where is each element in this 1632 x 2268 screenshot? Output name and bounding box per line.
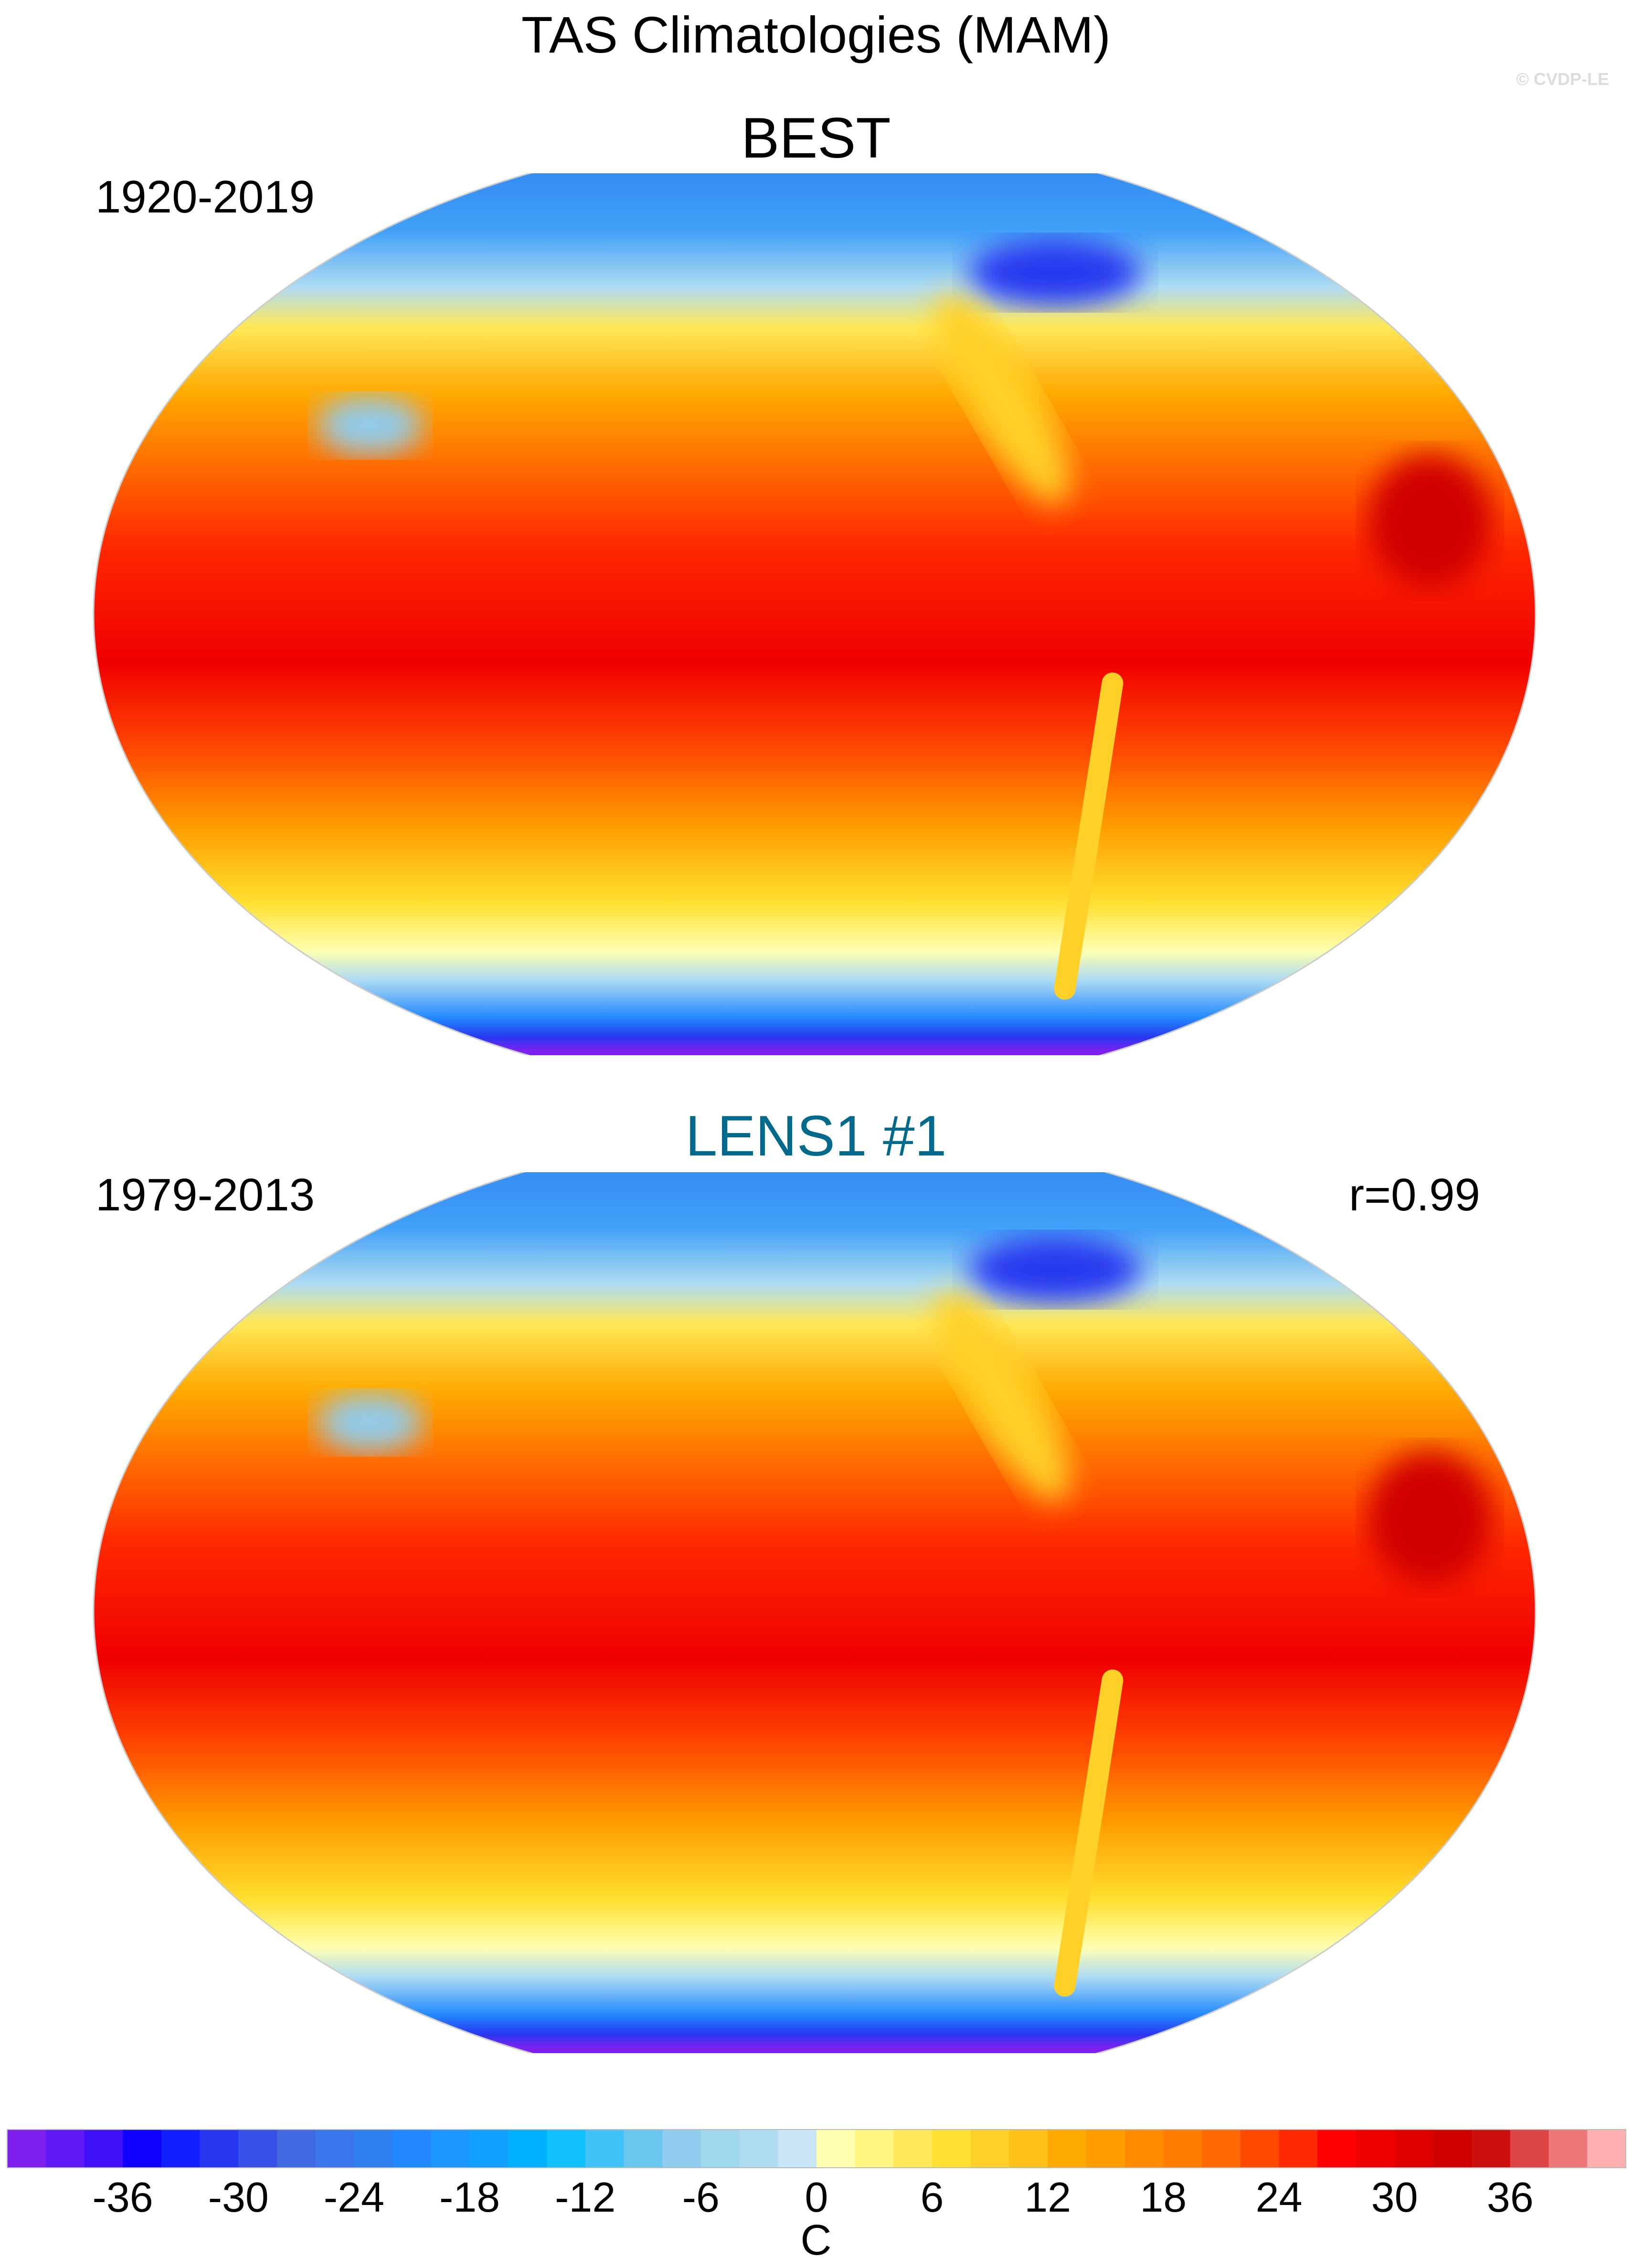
colorbar-box xyxy=(1009,2130,1048,2168)
colorbar-box xyxy=(1317,2130,1356,2168)
colorbar-box xyxy=(932,2130,971,2168)
rockies-cool-region xyxy=(936,294,1069,504)
colorbar-box xyxy=(1202,2130,1241,2168)
colorbar-box xyxy=(1279,2130,1318,2168)
colorbar-tick-label: 24 xyxy=(1256,2173,1303,2221)
colorbar-box xyxy=(1163,2130,1202,2168)
colorbar-box xyxy=(392,2130,432,2168)
panel-correlation: r=0.99 xyxy=(1349,1169,1480,1220)
colorbar-box xyxy=(1394,2130,1433,2168)
colorbar-box xyxy=(816,2130,856,2168)
colorbar-tick-label: 36 xyxy=(1487,2173,1534,2221)
colorbar-box xyxy=(161,2130,201,2168)
colorbar-tick-label: -18 xyxy=(439,2173,500,2221)
colorbar-box xyxy=(469,2130,509,2168)
colorbar-box xyxy=(547,2130,586,2168)
map-outline xyxy=(93,173,1537,1055)
colorbar-frame xyxy=(7,2129,1626,2168)
colorbar-tick-label: -12 xyxy=(555,2173,615,2221)
colorbar-box xyxy=(739,2130,778,2168)
colorbar-box xyxy=(45,2130,85,2168)
colorbar-box xyxy=(84,2130,123,2168)
tibet-cold-region xyxy=(318,397,423,454)
panel-period: 1920-2019 xyxy=(95,171,315,223)
andes-cool-stripe xyxy=(1054,1669,1123,1997)
colorbar-box xyxy=(1433,2130,1472,2168)
colorbar-box xyxy=(585,2130,624,2168)
colorbar-box xyxy=(970,2130,1010,2168)
greenland-cold-region xyxy=(969,239,1141,306)
colorbar-box xyxy=(315,2130,354,2168)
colorbar-box xyxy=(7,2130,46,2168)
colorbar-tick-label: -36 xyxy=(93,2173,153,2221)
colorbar-box xyxy=(1048,2130,1087,2168)
colorbar-box xyxy=(1124,2130,1164,2168)
map-panel-lens1: LENS1 #1 1979-2013 r=0.99 xyxy=(93,1104,1537,2053)
colorbar-tick-label: 30 xyxy=(1371,2173,1418,2221)
map-outline xyxy=(93,1172,1537,2053)
colorbar-tick-label: 18 xyxy=(1140,2173,1187,2221)
panel-title: LENS1 #1 xyxy=(685,1104,946,1168)
colorbar-box xyxy=(1356,2130,1395,2168)
panel-title: BEST xyxy=(741,106,890,170)
colorbar-box xyxy=(1086,2130,1125,2168)
colorbar-box xyxy=(893,2130,933,2168)
colorbar-tick-label: -24 xyxy=(324,2173,384,2221)
colorbar-box xyxy=(624,2130,663,2168)
colorbar-box xyxy=(662,2130,701,2168)
colorbar-box xyxy=(1510,2130,1549,2168)
colorbar-box xyxy=(354,2130,393,2168)
andes-cool-stripe xyxy=(1054,672,1123,1000)
tibet-cold-region xyxy=(318,1394,423,1451)
colorbar-box xyxy=(123,2130,162,2168)
latitude-bands xyxy=(94,173,1536,1055)
panel-period: 1979-2013 xyxy=(95,1169,315,1220)
colorbar-box xyxy=(238,2130,277,2168)
temperature-field xyxy=(93,1172,1537,2053)
temperature-field xyxy=(93,173,1537,1055)
colorbar-box xyxy=(1587,2130,1626,2168)
colorbar-box xyxy=(855,2130,894,2168)
colorbar-tick-label: 12 xyxy=(1024,2173,1071,2221)
colorbar-box xyxy=(431,2130,470,2168)
colorbar-box xyxy=(1240,2130,1280,2168)
colorbar-tick-label: 6 xyxy=(921,2173,944,2221)
colorbar-box xyxy=(508,2130,547,2168)
colorbar-box xyxy=(700,2130,740,2168)
rockies-cool-region xyxy=(936,1291,1069,1501)
colorbar-box xyxy=(200,2130,239,2168)
sahara-hot-region xyxy=(1368,1451,1492,1585)
sahara-hot-region xyxy=(1368,454,1492,588)
latitude-bands xyxy=(94,1172,1536,2053)
colorbar-box xyxy=(778,2130,817,2168)
figure-title: TAS Climatologies (MAM) xyxy=(521,6,1111,64)
colorbar-box xyxy=(1548,2130,1588,2168)
colorbar-units-label: C xyxy=(801,2216,832,2264)
map-panel-best: BEST 1920-2019 xyxy=(93,106,1537,1055)
greenland-cold-region xyxy=(969,1236,1141,1303)
colorbar: -36 -30 -24 -18 -12 -6 0 6 12 18 24 30 36 xyxy=(7,2129,1626,2221)
colorbar-box xyxy=(277,2130,316,2168)
colorbar-tick-label: -6 xyxy=(682,2173,720,2221)
colorbar-tick-label: 0 xyxy=(805,2173,828,2221)
colorbar-tick-label: -30 xyxy=(208,2173,269,2221)
colorbar-box xyxy=(1472,2130,1511,2168)
watermark: © CVDP-LE xyxy=(1516,69,1609,89)
